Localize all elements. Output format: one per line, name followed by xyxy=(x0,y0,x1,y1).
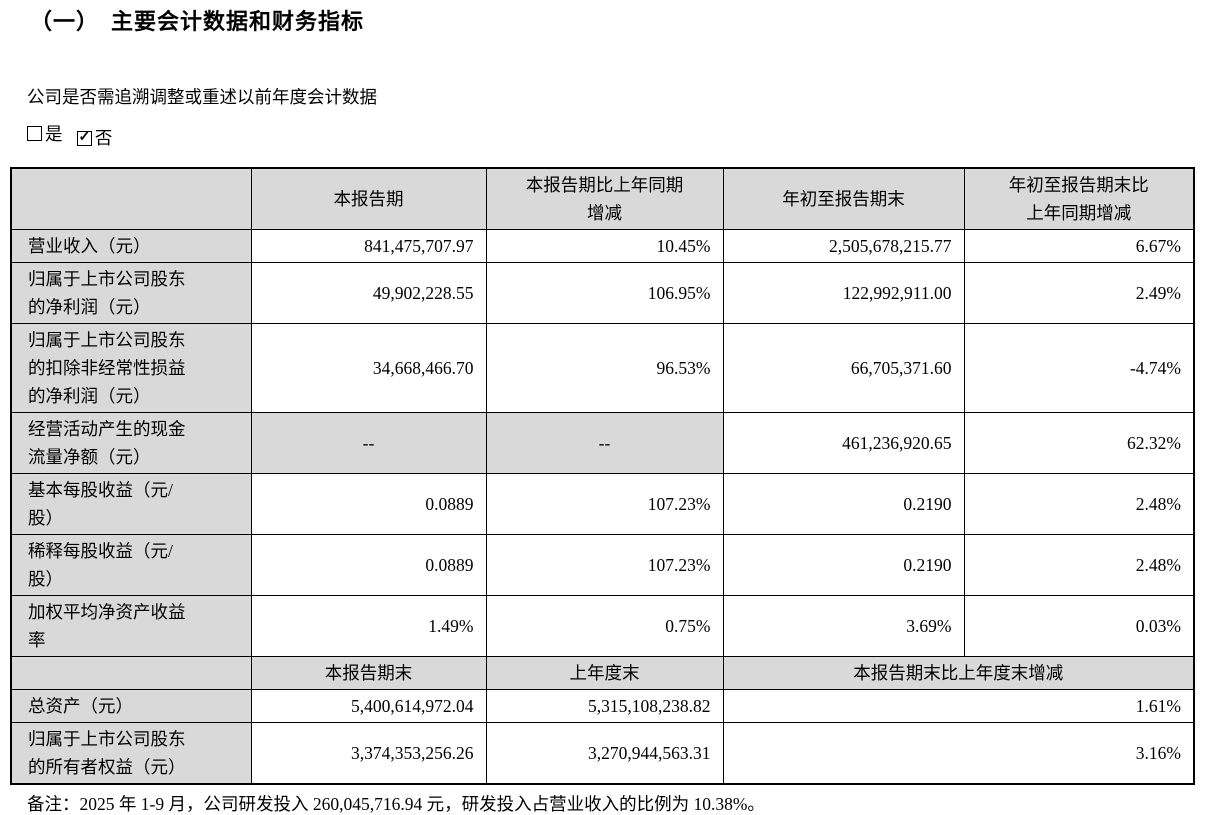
table-row: 经营活动产生的现金流量净额（元） -- -- 461,236,920.65 62.32% xyxy=(10,411,1195,474)
value-cell: 3.69% xyxy=(722,594,965,657)
row-label-cell: 归属于上市公司股东的净利润（元） xyxy=(10,261,252,324)
checkbox-yes-label: 是 xyxy=(45,123,63,144)
value-cell: 66,705,371.60 xyxy=(722,322,965,413)
header-cell: 本报告期末比上年度末增减 xyxy=(722,655,1195,690)
checkbox-empty-icon xyxy=(27,126,42,142)
value-cell: 0.2190 xyxy=(722,533,965,596)
header-cell xyxy=(10,655,252,690)
value-cell: 0.75% xyxy=(485,594,724,657)
row-label-cell: 加权平均净资产收益率 xyxy=(10,594,252,657)
value-cell: 3,270,944,563.31 xyxy=(485,721,724,785)
value-cell: 49,902,228.55 xyxy=(250,261,487,324)
row-label-cell: 经营活动产生的现金流量净额（元） xyxy=(10,411,252,474)
header-cell xyxy=(10,167,252,230)
value-cell: 34,668,466.70 xyxy=(250,322,487,413)
financial-table-body: 本报告期 本报告期比上年同期增减 年初至报告期末 年初至报告期末比上年同期增减 营业收入… xyxy=(10,167,1195,785)
row-label-cell: 基本每股收益（元/股） xyxy=(10,472,252,535)
value-cell: 0.0889 xyxy=(250,472,487,535)
value-cell: 5,400,614,972.04 xyxy=(250,688,487,723)
value-cell: 2.49% xyxy=(963,261,1195,324)
table-row: 营业收入（元） 841,475,707.97 10.45% 2,505,678,215… xyxy=(10,228,1195,263)
checkbox-yes: 是 xyxy=(27,123,63,146)
value-cell: -4.74% xyxy=(963,322,1195,413)
value-cell: 6.67% xyxy=(963,228,1195,263)
footnote: 备注：2025 年 1-9 月，公司研发投入 260,045,716.94 元，… xyxy=(27,793,765,814)
value-cell: 96.53% xyxy=(485,322,724,413)
row-label-cell: 总资产（元） xyxy=(10,688,252,723)
value-cell: 1.49% xyxy=(250,594,487,657)
value-cell: 1.61% xyxy=(722,688,1195,723)
table-row: 归属于上市公司股东的扣除非经常性损益的净利润（元） 34,668,466.70 96… xyxy=(10,322,1195,413)
value-cell: 107.23% xyxy=(485,472,724,535)
value-cell: 2,505,678,215.77 xyxy=(722,228,965,263)
checkbox-group: 是 ✓ 否 xyxy=(27,123,1209,150)
value-cell: -- xyxy=(485,411,724,474)
value-cell: -- xyxy=(250,411,487,474)
header-cell: 本报告期末 xyxy=(250,655,487,690)
table-row: 总资产（元） 5,400,614,972.04 5,315,108,238.82 1.… xyxy=(10,688,1195,723)
row-label-cell: 稀释每股收益（元/股） xyxy=(10,533,252,596)
value-cell: 2.48% xyxy=(963,533,1195,596)
value-cell: 5,315,108,238.82 xyxy=(485,688,724,723)
checkbox-no: ✓ 否 xyxy=(76,127,113,150)
header-cell: 年初至报告期末比上年同期增减 xyxy=(963,167,1195,230)
value-cell: 106.95% xyxy=(485,261,724,324)
value-cell: 841,475,707.97 xyxy=(250,228,487,263)
table-header-row: 本报告期 本报告期比上年同期增减 年初至报告期末 年初至报告期末比上年同期增减 xyxy=(10,167,1195,230)
value-cell: 3.16% xyxy=(722,721,1195,785)
table-row: 归属于上市公司股东的净利润（元） 49,902,228.55 106.95% 122,… xyxy=(10,261,1195,324)
header-cell: 本报告期 xyxy=(250,167,487,230)
section-title: （一） 主要会计数据和财务指标 xyxy=(30,9,365,34)
value-cell: 0.0889 xyxy=(250,533,487,596)
value-cell: 62.32% xyxy=(963,411,1195,474)
checkbox-checked-icon: ✓ xyxy=(76,130,92,146)
table-header-row: 本报告期末 上年度末 本报告期末比上年度末增减 xyxy=(10,655,1195,690)
value-cell: 0.03% xyxy=(963,594,1195,657)
value-cell: 107.23% xyxy=(485,533,724,596)
table-row: 基本每股收益（元/股） 0.0889 107.23% 0.2190 2.48% xyxy=(10,472,1195,535)
table-row: 稀释每股收益（元/股） 0.0889 107.23% 0.2190 2.48% xyxy=(10,533,1195,596)
value-cell: 122,992,911.00 xyxy=(722,261,965,324)
row-label-cell: 归属于上市公司股东的扣除非经常性损益的净利润（元） xyxy=(10,322,252,413)
value-cell: 3,374,353,256.26 xyxy=(250,721,487,785)
financial-indicators-table: 本报告期 本报告期比上年同期增减 年初至报告期末 年初至报告期末比上年同期增减 营业收入… xyxy=(10,166,1195,785)
row-label-cell: 归属于上市公司股东的所有者权益（元） xyxy=(10,721,252,785)
header-cell: 年初至报告期末 xyxy=(722,167,965,230)
header-cell: 上年度末 xyxy=(485,655,724,690)
value-cell: 2.48% xyxy=(963,472,1195,535)
restatement-question: 公司是否需追溯调整或重述以前年度会计数据 xyxy=(27,86,377,107)
checkbox-no-label: 否 xyxy=(94,128,113,148)
table-row: 归属于上市公司股东的所有者权益（元） 3,374,353,256.26 3,270,… xyxy=(10,721,1195,785)
value-cell: 461,236,920.65 xyxy=(722,411,965,474)
table-row: 加权平均净资产收益率 1.49% 0.75% 3.69% 0.03% xyxy=(10,594,1195,657)
document-page: （一） 主要会计数据和财务指标 公司是否需追溯调整或重述以前年度会计数据 是 ✓… xyxy=(0,8,1209,814)
value-cell: 10.45% xyxy=(485,228,724,263)
row-label-cell: 营业收入（元） xyxy=(10,228,252,263)
value-cell: 0.2190 xyxy=(722,472,965,535)
header-cell: 本报告期比上年同期增减 xyxy=(485,167,724,230)
